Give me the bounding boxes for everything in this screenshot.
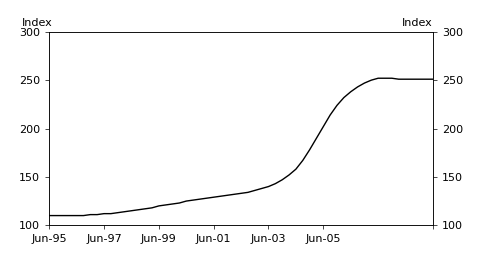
Text: Index: Index xyxy=(402,18,433,28)
Text: Index: Index xyxy=(22,18,53,28)
